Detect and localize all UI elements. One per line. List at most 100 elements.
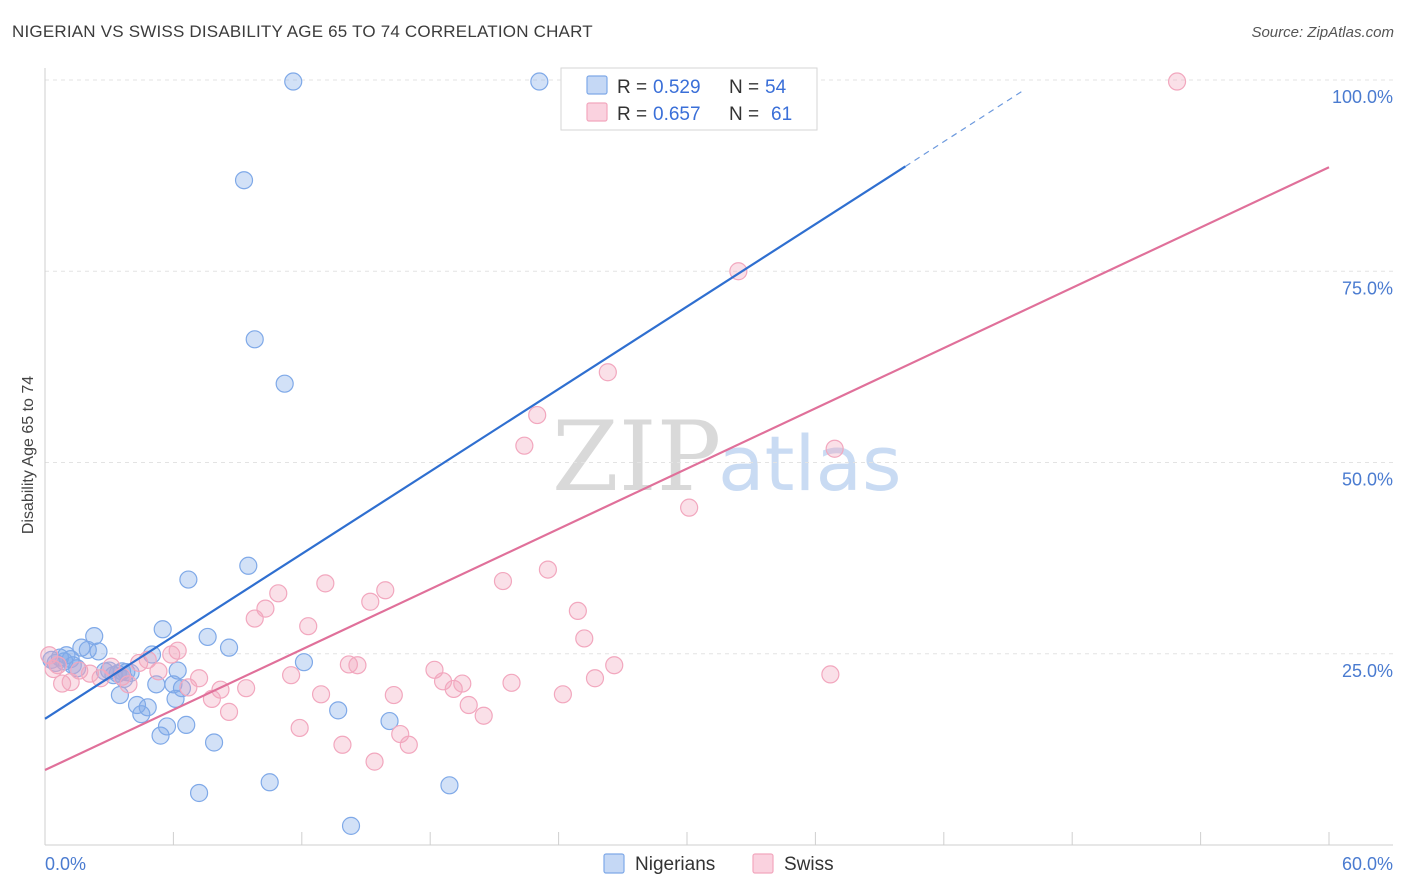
x-ticks — [44, 832, 1330, 845]
y-tick-label-50: 50.0% — [1342, 470, 1393, 490]
source-credit: Source: ZipAtlas.com — [1251, 24, 1394, 41]
point-nigerians-11 — [89, 642, 108, 661]
point-swiss-56 — [680, 498, 699, 517]
legend-n-label-swiss: N = — [729, 104, 759, 125]
point-nigerians-47 — [341, 816, 361, 835]
point-swiss-25 — [282, 666, 301, 685]
point-swiss-30 — [333, 735, 352, 754]
point-swiss-33 — [361, 592, 380, 611]
point-swiss-43 — [459, 695, 478, 715]
point-swiss-52 — [575, 629, 594, 648]
point-nigerians-48 — [380, 711, 399, 731]
trend-lines — [44, 90, 1330, 772]
point-nigerians-37 — [204, 733, 224, 752]
point-swiss-32 — [348, 656, 367, 675]
point-nigerians-26 — [151, 726, 170, 745]
point-swiss-13 — [149, 662, 168, 681]
point-nigerians-23 — [138, 698, 157, 717]
watermark-zip: ZIP — [552, 401, 721, 513]
legend-swatch-swiss — [586, 102, 608, 122]
point-nigerians-49 — [440, 776, 459, 795]
series-legend-label-nigerians: Nigerians — [635, 854, 715, 875]
point-swiss-23 — [256, 599, 275, 618]
point-swiss-41 — [444, 679, 463, 699]
point-nigerians-28 — [157, 717, 177, 736]
point-swiss-17 — [189, 669, 209, 688]
point-nigerians-30 — [166, 689, 185, 708]
point-swiss-36 — [384, 685, 403, 705]
point-swiss-28 — [311, 685, 331, 704]
point-nigerians-31 — [168, 661, 187, 680]
stats-legend: R = 0.529 N = 54 R = 0.657 N = 61 — [560, 67, 818, 131]
legend-n-value-swiss: 61 — [771, 104, 792, 125]
point-nigerians-35 — [189, 783, 209, 803]
legend-n-value-nigerians: 54 — [765, 77, 787, 98]
point-nigerians-41 — [245, 330, 264, 349]
point-swiss-38 — [399, 735, 418, 754]
axes — [44, 68, 1393, 846]
point-swiss-6 — [80, 664, 100, 683]
point-swiss-48 — [528, 405, 547, 425]
point-swiss-5 — [70, 661, 89, 680]
point-nigerians-38 — [219, 638, 239, 657]
point-nigerians-40 — [239, 556, 258, 575]
point-nigerians-29 — [164, 675, 183, 694]
series-legend-swatch-nigerians — [603, 853, 625, 874]
point-nigerians-27 — [153, 620, 172, 639]
point-swiss-47 — [515, 436, 534, 455]
point-nigerians-10 — [85, 627, 104, 646]
point-swiss-46 — [502, 673, 521, 692]
point-swiss-44 — [474, 706, 493, 725]
gridlines — [45, 79, 1393, 655]
point-swiss-20 — [219, 702, 239, 721]
x-tick-label-max: 60.0% — [1342, 854, 1393, 874]
point-swiss-27 — [299, 617, 318, 636]
point-swiss-29 — [316, 574, 335, 593]
chart-title: NIGERIAN VS SWISS DISABILITY AGE 65 TO 7… — [12, 22, 593, 41]
point-swiss-59 — [821, 665, 840, 684]
series-legend-label-swiss: Swiss — [784, 854, 834, 875]
legend-n-label-nigerians: N = — [729, 77, 759, 98]
legend-swatch-nigerians — [586, 75, 608, 95]
point-swiss-35 — [376, 581, 395, 600]
series-legend: Nigerians Swiss — [603, 853, 834, 875]
legend-r-label-nigerians: R = — [617, 77, 647, 98]
legend-r-label-swiss: R = — [617, 104, 647, 125]
point-swiss-24 — [269, 584, 288, 603]
point-swiss-34 — [365, 752, 384, 771]
y-axis-label: Disability Age 65 to 74 — [20, 376, 37, 534]
y-tick-labels: 25.0% 50.0% 75.0% 100.0% — [1332, 87, 1393, 681]
y-tick-label-75: 75.0% — [1342, 278, 1393, 298]
point-swiss-55 — [605, 656, 624, 675]
point-nigerians-43 — [275, 374, 294, 393]
point-nigerians-34 — [179, 570, 198, 589]
point-swiss-42 — [453, 674, 472, 693]
point-swiss-51 — [568, 601, 587, 621]
point-swiss-15 — [168, 641, 187, 660]
trend-extension-nigerians — [904, 90, 1024, 167]
point-swiss-54 — [598, 363, 617, 382]
watermark-atlas: atlas — [718, 419, 902, 508]
legend-r-value-swiss: 0.657 — [653, 104, 701, 125]
y-tick-label-25: 25.0% — [1342, 661, 1393, 681]
point-nigerians-50 — [530, 72, 549, 91]
point-nigerians-45 — [294, 653, 314, 672]
point-nigerians-42 — [260, 773, 279, 792]
legend-r-value-nigerians: 0.529 — [653, 77, 701, 98]
point-nigerians-36 — [198, 627, 217, 647]
point-swiss-10 — [119, 675, 138, 694]
point-swiss-26 — [290, 718, 309, 738]
point-nigerians-22 — [132, 705, 151, 724]
point-swiss-53 — [585, 669, 605, 688]
point-swiss-2 — [48, 656, 67, 675]
point-nigerians-46 — [329, 701, 348, 720]
point-nigerians-39 — [234, 171, 254, 190]
point-nigerians-32 — [172, 679, 192, 698]
trend-line-nigerians — [44, 165, 906, 720]
x-tick-label-min: 0.0% — [45, 854, 86, 874]
y-tick-label-100: 100.0% — [1332, 87, 1393, 107]
point-swiss-58 — [825, 439, 844, 458]
point-swiss-60 — [1167, 72, 1187, 91]
point-swiss-21 — [237, 679, 256, 698]
